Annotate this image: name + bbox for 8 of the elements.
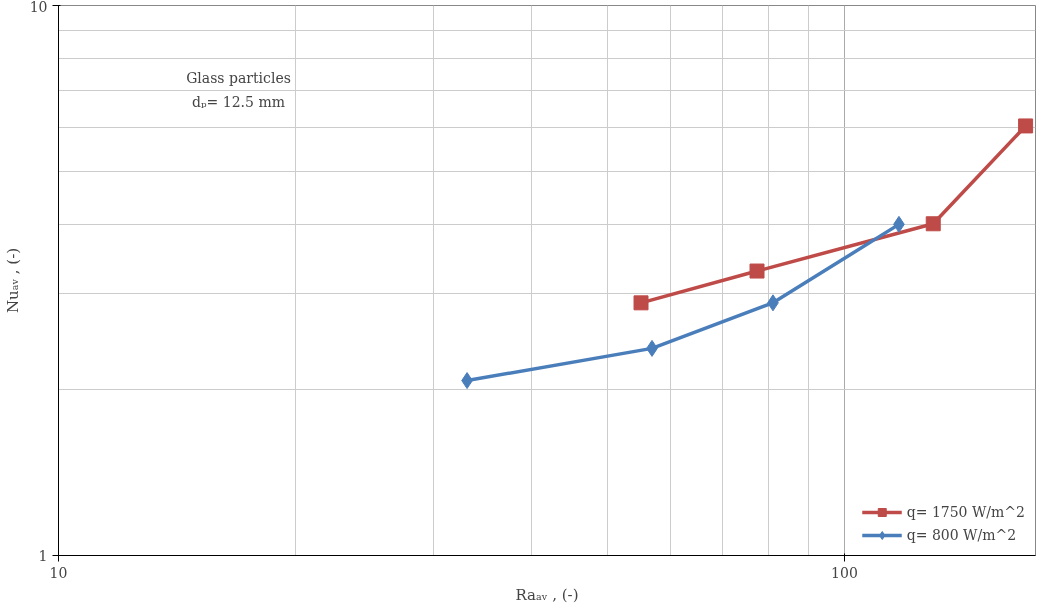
y-axis-title: Nuₐᵥ , (-) bbox=[3, 247, 22, 314]
legend-label: q= 800 W/m^2 bbox=[906, 527, 1017, 543]
annotation: dₚ= 12.5 mm bbox=[192, 93, 285, 110]
y-tick-label: 1 bbox=[38, 548, 48, 564]
annotation: Glass particles bbox=[186, 69, 291, 86]
legend-label: q= 1750 W/m^2 bbox=[906, 504, 1025, 520]
x-axis-title: Raₐᵥ , (-) bbox=[515, 585, 579, 604]
x-tick-label: 100 bbox=[831, 564, 858, 581]
